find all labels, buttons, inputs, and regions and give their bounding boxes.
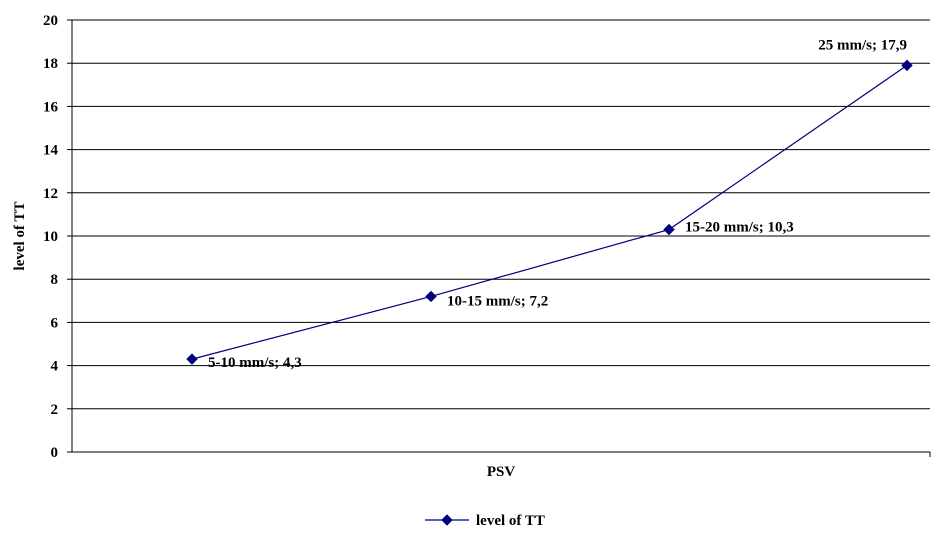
legend: level of TT bbox=[425, 513, 545, 529]
x-axis-label: PSV bbox=[487, 464, 516, 480]
series-line-level-of-tt bbox=[191, 64, 908, 360]
y-tick-label: 12 bbox=[43, 186, 58, 202]
y-tick-label: 6 bbox=[51, 315, 59, 331]
y-tick-label: 8 bbox=[51, 272, 59, 288]
data-label: 25 mm/s; 17,9 bbox=[818, 37, 907, 53]
y-axis-label: level of TT bbox=[12, 202, 28, 271]
data-label: 15-20 mm/s; 10,3 bbox=[685, 220, 794, 236]
data-label: 5-10 mm/s; 4,3 bbox=[208, 355, 302, 371]
data-labels: 5-10 mm/s; 4,3 10-15 mm/s; 7,2 15-20 mm/s;… bbox=[208, 37, 907, 371]
data-label: 10-15 mm/s; 7,2 bbox=[447, 293, 548, 309]
data-point-marker bbox=[901, 59, 913, 72]
data-point-marker bbox=[663, 223, 675, 236]
y-tick-label: 20 bbox=[43, 13, 58, 29]
y-tick-label: 4 bbox=[51, 359, 59, 375]
y-tick-label: 0 bbox=[51, 445, 59, 461]
y-tick-label: 16 bbox=[43, 99, 59, 115]
data-point-marker bbox=[186, 353, 198, 365]
data-point-marker bbox=[425, 290, 437, 303]
series-layer bbox=[186, 59, 913, 365]
y-tick-label: 10 bbox=[43, 229, 58, 245]
legend-label: level of TT bbox=[476, 513, 545, 529]
y-tick-label: 2 bbox=[51, 402, 59, 418]
y-tick-labels: 0 2 4 6 8 10 12 14 16 18 20 bbox=[43, 13, 59, 461]
y-tick-label: 18 bbox=[43, 56, 58, 72]
y-tick-label: 14 bbox=[43, 143, 59, 159]
legend-marker-diamond bbox=[441, 514, 453, 526]
axes bbox=[67, 19, 931, 457]
gridlines bbox=[72, 19, 930, 410]
